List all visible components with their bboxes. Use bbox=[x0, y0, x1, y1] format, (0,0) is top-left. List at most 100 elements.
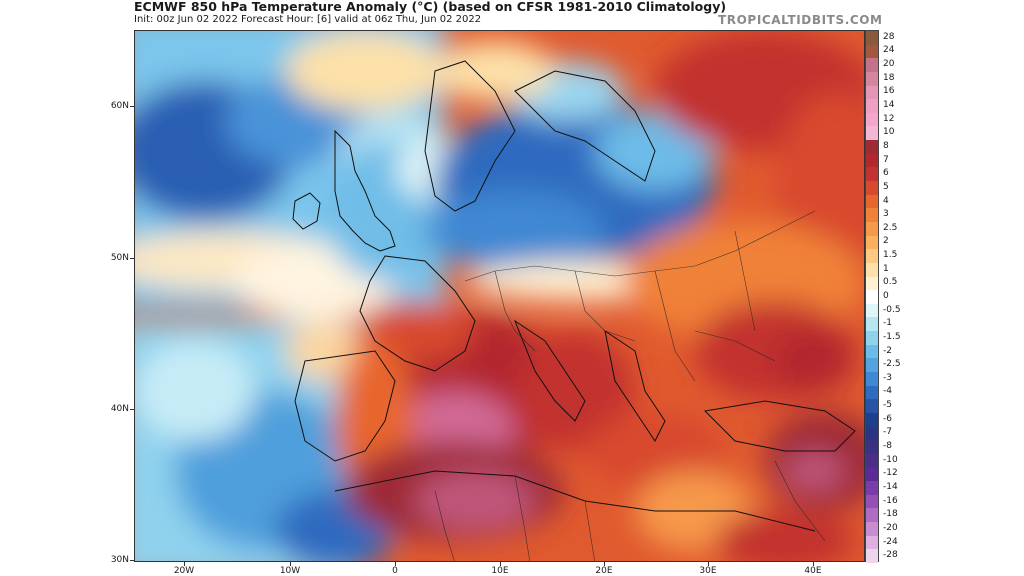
colorbar-swatch bbox=[866, 303, 878, 318]
colorbar-swatch bbox=[866, 508, 878, 523]
colorbar-label: -5 bbox=[883, 400, 892, 411]
colorbar-label: -16 bbox=[883, 495, 898, 506]
colorbar-swatch bbox=[866, 221, 878, 237]
colorbar-label: 14 bbox=[883, 100, 895, 111]
lat-label: 30N bbox=[110, 555, 129, 565]
colorbar-label: 24 bbox=[883, 45, 895, 56]
colorbar-swatch bbox=[866, 181, 878, 196]
colorbar-swatch bbox=[866, 412, 878, 428]
colorbar-swatch bbox=[866, 344, 878, 359]
colorbar-label: -4 bbox=[883, 386, 892, 397]
colorbar-swatch bbox=[866, 140, 878, 155]
colorbar-swatch bbox=[866, 71, 878, 87]
lat-tick bbox=[130, 258, 134, 259]
colorbar-swatch bbox=[866, 126, 878, 141]
colorbar-label: 20 bbox=[883, 59, 895, 70]
lon-tick bbox=[708, 562, 709, 566]
brand-watermark: TROPICALTIDBITS.COM bbox=[718, 13, 883, 27]
lat-tick bbox=[130, 409, 134, 410]
colorbar-swatch bbox=[866, 208, 878, 223]
lat-label: 40N bbox=[110, 404, 129, 414]
colorbar-label: -7 bbox=[883, 427, 892, 438]
lat-label: 50N bbox=[110, 253, 129, 263]
colorbar-label: 1 bbox=[883, 263, 889, 274]
anomaly-map bbox=[134, 30, 865, 562]
colorbar-swatch bbox=[866, 167, 878, 182]
anomaly-field bbox=[135, 31, 864, 561]
colorbar-swatch bbox=[866, 262, 878, 278]
colorbar-label: -2 bbox=[883, 345, 892, 356]
colorbar-swatch bbox=[866, 358, 878, 373]
colorbar-label: -14 bbox=[883, 481, 898, 492]
lon-tick bbox=[604, 562, 605, 566]
colorbar-label: 18 bbox=[883, 72, 895, 83]
lon-tick bbox=[290, 562, 291, 566]
colorbar-label: 8 bbox=[883, 140, 889, 151]
lon-tick bbox=[184, 562, 185, 566]
colorbar-swatch bbox=[866, 44, 878, 59]
colorbar-label: 5 bbox=[883, 181, 889, 192]
lon-tick bbox=[813, 562, 814, 566]
colorbar-label: 3 bbox=[883, 209, 889, 220]
colorbar-label: 0.5 bbox=[883, 277, 898, 288]
colorbar-swatch bbox=[866, 522, 878, 537]
colorbar-label: -28 bbox=[883, 550, 898, 561]
colorbar-swatch bbox=[866, 331, 878, 346]
colorbar-label: 6 bbox=[883, 168, 889, 179]
colorbar-swatch bbox=[866, 535, 878, 550]
colorbar-label: 1.5 bbox=[883, 250, 898, 261]
colorbar-swatch bbox=[866, 385, 878, 400]
colorbar-label: 28 bbox=[883, 31, 895, 42]
colorbar-label: 4 bbox=[883, 195, 889, 206]
colorbar-swatch bbox=[866, 481, 878, 496]
lon-label: 30E bbox=[699, 566, 717, 576]
colorbar-swatch bbox=[866, 426, 878, 441]
colorbar-label: -1.5 bbox=[883, 331, 901, 342]
colorbar-label: -1 bbox=[883, 318, 892, 329]
colorbar-label: -12 bbox=[883, 468, 898, 479]
colorbar-label: -18 bbox=[883, 509, 898, 520]
colorbar-label: 0 bbox=[883, 291, 889, 301]
colorbar-label: -3 bbox=[883, 372, 892, 383]
colorbar-swatch bbox=[866, 372, 878, 387]
colorbar bbox=[865, 30, 879, 564]
lon-label: 10E bbox=[491, 566, 509, 576]
colorbar-swatch bbox=[866, 467, 878, 482]
lon-tick bbox=[500, 562, 501, 566]
lon-label: 10W bbox=[279, 566, 301, 576]
colorbar-label: -10 bbox=[883, 454, 898, 465]
colorbar-label: 10 bbox=[883, 127, 895, 138]
colorbar-label: 7 bbox=[883, 154, 889, 165]
lon-label: 40E bbox=[804, 566, 822, 576]
colorbar-swatch bbox=[866, 85, 878, 100]
colorbar-swatch bbox=[866, 276, 878, 291]
colorbar-label: 12 bbox=[883, 113, 895, 124]
colorbar-label: -0.5 bbox=[883, 304, 901, 315]
lat-tick bbox=[130, 106, 134, 107]
lon-label: 20W bbox=[173, 566, 195, 576]
colorbar-label: -24 bbox=[883, 536, 898, 547]
colorbar-swatch bbox=[866, 440, 878, 455]
lat-label: 60N bbox=[110, 101, 129, 111]
colorbar-label: -20 bbox=[883, 522, 898, 533]
colorbar-swatch bbox=[866, 58, 878, 73]
colorbar-label: 16 bbox=[883, 86, 895, 97]
lat-tick bbox=[130, 560, 134, 561]
colorbar-swatch bbox=[866, 290, 878, 305]
lon-label: 20E bbox=[595, 566, 613, 576]
colorbar-swatch bbox=[866, 153, 878, 168]
colorbar-swatch bbox=[866, 194, 878, 209]
lon-tick bbox=[395, 562, 396, 566]
chart-subtitle: Init: 00z Jun 02 2022 Forecast Hour: [6]… bbox=[134, 14, 482, 25]
colorbar-swatch bbox=[866, 399, 878, 414]
colorbar-label: -2.5 bbox=[883, 359, 901, 370]
colorbar-swatch bbox=[866, 235, 878, 250]
country-borders bbox=[434, 210, 826, 561]
colorbar-label: 2.5 bbox=[883, 222, 898, 233]
lon-label: 0 bbox=[392, 566, 398, 576]
map-canvas bbox=[135, 31, 864, 561]
colorbar-label: -6 bbox=[883, 413, 892, 424]
colorbar-swatch bbox=[866, 494, 878, 509]
colorbar-swatch bbox=[866, 31, 878, 46]
colorbar-label: -8 bbox=[883, 441, 892, 452]
